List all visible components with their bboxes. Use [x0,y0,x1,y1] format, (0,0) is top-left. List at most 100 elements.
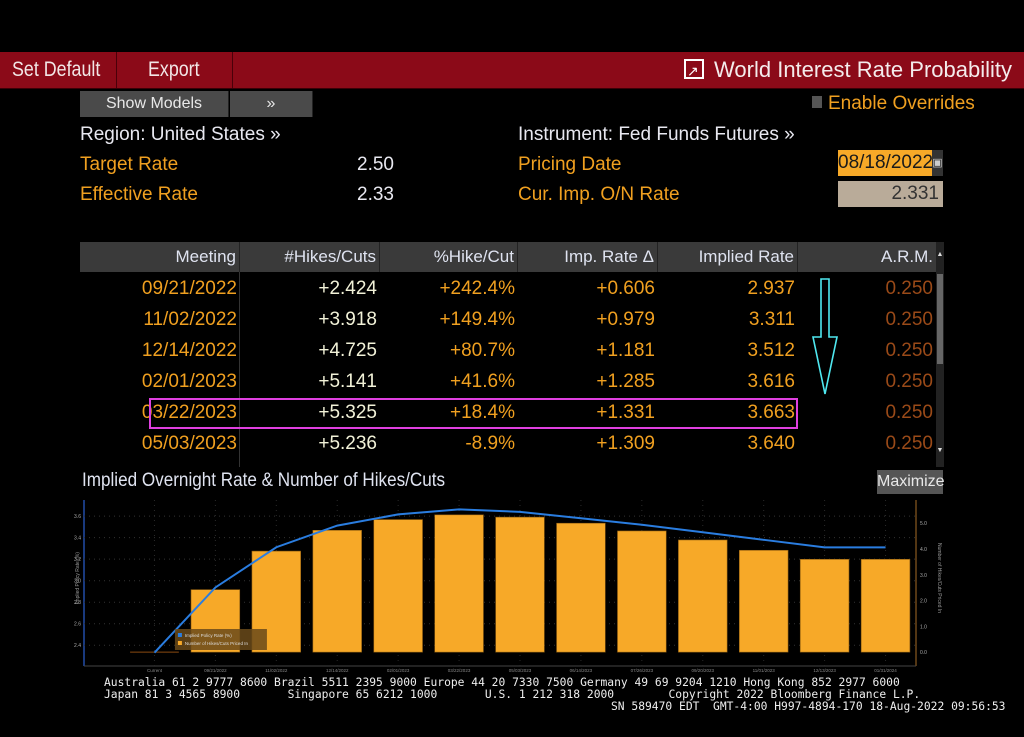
cell-pct-hike-cut: +41.6% [450,371,515,392]
col-meeting[interactable]: Meeting [80,242,240,272]
maximize-button[interactable]: Maximize [877,470,945,494]
y-right-tick-label: 0.0 [920,650,927,656]
external-link-icon[interactable] [684,53,705,89]
meetings-table: Meeting #Hikes/Cuts %Hike/Cut Imp. Rate … [80,242,944,467]
table-header: Meeting #Hikes/Cuts %Hike/Cut Imp. Rate … [80,242,936,272]
implied-rate-line [153,508,886,654]
cell-imp-rate-delta: +1.285 [596,371,655,392]
y-tick-label: 3.4 [74,536,81,542]
bar [799,559,850,653]
col-arm[interactable]: A.R.M. [881,247,933,266]
effective-rate-label: Effective Rate [80,184,198,205]
bar [495,516,545,653]
legend-label: Number of Hikes/Cuts Priced In [185,641,249,646]
x-tick-label: 12/13/2023 [813,668,836,673]
table-row[interactable]: 05/03/2023 +5.236 -8.9% +1.309 3.640 0.250 [80,428,936,459]
effective-rate-value: 2.33 [357,184,394,205]
cell-arm: 0.250 [885,309,933,330]
column-divider [239,272,240,467]
export-button[interactable]: Export [148,58,200,81]
cell-arm: 0.250 [885,402,933,423]
bar [739,549,789,653]
x-tick-label: 02/01/2023 [387,668,410,673]
toolbar-divider [232,52,233,88]
cell-meeting-date: 12/14/2022 [141,340,237,361]
window-title: World Interest Rate Probability [684,52,1012,89]
expand-models-button[interactable]: » [230,91,313,117]
legend-swatch-line [177,633,182,637]
footer-line-2: Japan 81 3 4565 8900 Singapore 65 6212 1… [104,688,921,701]
chart-title: Implied Overnight Rate & Number of Hikes… [82,470,446,491]
cell-pct-hike-cut: -8.9% [465,433,515,454]
y-right-tick-label: 1.0 [920,624,927,630]
y-right-tick-label: 2.0 [920,599,927,605]
x-tick-label: 01/31/2024 [874,668,897,673]
toolbar: Set Default Export World Interest Rate P… [0,52,1024,89]
col-imp-rate-delta[interactable]: Imp. Rate Δ [518,242,658,272]
table-row[interactable]: 12/14/2022 +4.725 +80.7% +1.181 3.512 0.250 [80,335,936,366]
x-tick-label: 12/14/2022 [326,668,349,673]
top-margin [0,0,1024,52]
cell-imp-rate-delta: +1.331 [596,402,655,423]
window-title-text: World Interest Rate Probability [714,57,1012,82]
cell-arm: 0.250 [885,433,933,454]
cell-implied-rate: 3.616 [747,371,795,392]
enable-overrides-checkbox[interactable] [812,96,822,108]
y-tick-label: 2.6 [74,622,81,628]
x-tick-label: 09/21/2022 [204,668,227,673]
cell-imp-rate-delta: +1.181 [596,340,655,361]
scrollbar-thumb[interactable] [937,274,943,364]
y-right-axis-label: Number of Hikes/Cuts Priced In [936,543,942,613]
toolbar-divider [116,52,117,88]
table-row[interactable]: 11/02/2022 +3.918 +149.4% +0.979 3.311 0.250 [80,304,936,335]
y-tick-label: 2.8 [74,600,81,606]
col-implied-rate[interactable]: Implied Rate [658,242,798,272]
cell-meeting-date: 02/01/2023 [141,371,237,392]
bar [434,514,484,653]
y-tick-label: 3.2 [74,557,81,563]
region-selector[interactable]: Region: United States » [80,124,281,145]
cell-pct-hike-cut: +242.4% [439,278,515,299]
show-models-button[interactable]: Show Models [80,91,229,117]
bar [678,539,728,653]
enable-overrides-label[interactable]: Enable Overrides [828,93,975,114]
calendar-icon[interactable]: ▣ [932,150,943,176]
x-tick-label: 03/22/2023 [448,668,471,673]
x-tick-label: 11/02/2022 [265,668,288,673]
legend-swatch-bar [177,641,182,645]
col-pct-hike-cut[interactable]: %Hike/Cut [380,242,518,272]
cell-implied-rate: 3.640 [747,433,795,454]
cell-hikes-cuts: +4.725 [318,340,377,361]
cur-imp-rate-label: Cur. Imp. O/N Rate [518,184,680,205]
cell-hikes-cuts: +2.424 [318,278,377,299]
table-scrollbar[interactable]: ▲ ▼ [936,242,944,467]
cur-imp-rate-field: 2.331 [838,181,943,207]
cell-arm: 0.250 [885,340,933,361]
bar [556,522,606,653]
pricing-date-input[interactable]: 08/18/2022 [838,150,933,176]
x-tick-label: 09/20/2023 [692,668,715,673]
target-rate-label: Target Rate [80,154,179,175]
cell-pct-hike-cut: +80.7% [450,340,515,361]
table-row[interactable]: 02/01/2023 +5.141 +41.6% +1.285 3.616 0.250 [80,366,936,397]
y-right-tick-label: 3.0 [920,573,927,579]
cell-implied-rate: 2.937 [747,278,795,299]
cell-arm: 0.250 [885,371,933,392]
instrument-selector[interactable]: Instrument: Fed Funds Futures » [518,124,795,145]
highlight-box-annotation [149,398,798,429]
cell-imp-rate-delta: +0.606 [596,278,655,299]
set-default-button[interactable]: Set Default [12,58,101,81]
x-tick-label: 06/14/2023 [570,668,593,673]
y-axis-label: Implied Policy Rate (%) [75,552,81,604]
pricing-date-label: Pricing Date [518,154,622,175]
cell-pct-hike-cut: +18.4% [450,402,515,423]
y-right-tick-label: 5.0 [920,521,927,527]
cell-imp-rate-delta: +1.309 [596,433,655,454]
cell-pct-hike-cut: +149.4% [439,309,515,330]
table-row[interactable]: 09/21/2022 +2.424 +242.4% +0.606 2.937 0.250 [80,273,936,304]
scroll-up-icon[interactable]: ▲ [936,251,944,258]
table-row[interactable]: 03/22/2023 +5.325 +18.4% +1.331 3.663 0.250 [80,397,936,428]
bar [312,529,362,653]
scroll-down-icon[interactable]: ▼ [936,447,944,454]
col-hikes-cuts[interactable]: #Hikes/Cuts [240,242,380,272]
